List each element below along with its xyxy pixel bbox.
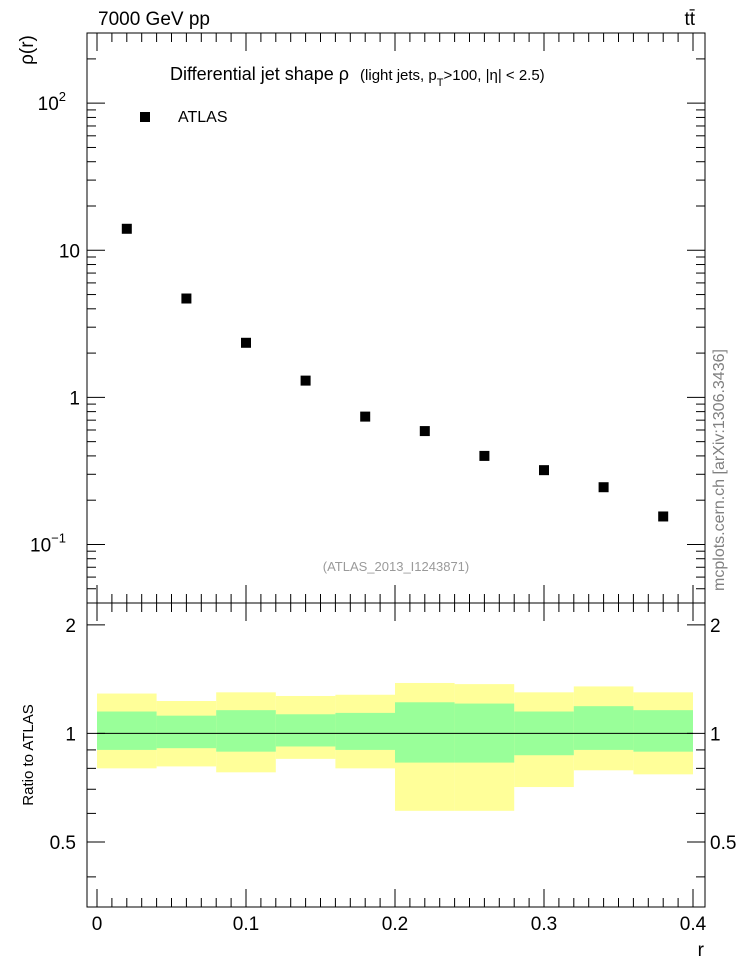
main-x-ticks (96, 33, 694, 603)
ratio-y-tick-label-right: 2 (710, 616, 721, 637)
ratio-y-tick-label: 0.5 (50, 833, 76, 854)
plot-title: Differential jet shape ρ (light jets, pT… (170, 64, 545, 89)
band-inner (335, 712, 395, 750)
data-point (598, 482, 609, 493)
data-point (419, 426, 430, 437)
data-point (121, 223, 132, 234)
main-y-tick-label: 102 (38, 89, 66, 115)
analysis-reference: (ATLAS_2013_I1243871) (323, 559, 469, 574)
data-point (181, 293, 192, 304)
energy-label: 7000 GeV pp (98, 9, 210, 30)
ratio-y-tick-label-right: 0.5 (710, 833, 736, 854)
x-tick-label: 0.2 (382, 914, 408, 935)
band-inner (275, 714, 336, 747)
title-cut-b: >100, |η| < 2.5) (443, 67, 544, 84)
side-label: mcplots.cern.ch [arXiv:1306.3436] (711, 349, 728, 591)
data-point (539, 465, 549, 476)
ratio-bands (97, 682, 693, 811)
band-inner (573, 706, 634, 750)
x-tick-label: 0.4 (680, 914, 707, 935)
band-inner (97, 711, 157, 750)
main-y-ticks (87, 32, 705, 604)
ratio-y-axis-label: Ratio to ATLAS (20, 704, 37, 805)
data-point (300, 375, 311, 386)
x-tick-label: 0 (92, 914, 103, 935)
ratio-y-tick-labels: 0.5 0.5 1 1 2 2 (50, 616, 737, 854)
x-tick-label: 0.1 (233, 914, 259, 935)
main-y-tick-label: 10 (59, 241, 80, 262)
ratio-y-tick-label-right: 1 (710, 724, 721, 745)
legend-marker (140, 112, 150, 122)
ratio-plot: 0.5 0.51 12 2 0 0.1 0.2 0.3 0.4 Ratio to ATLAS … (20, 602, 737, 961)
main-y-axis-label: ρ(r) (17, 35, 38, 65)
ratio-y-tick-label: 2 (65, 616, 76, 637)
x-tick-label: 0.3 (531, 914, 557, 935)
data-point (360, 411, 371, 422)
process-label: tt̄ (684, 9, 695, 30)
ratio-x-tick-labels: 0 0.1 0.2 0.3 0.4 (92, 914, 707, 935)
legend-label: ATLAS (178, 109, 228, 126)
main-y-tick-label: 10−1 (30, 530, 66, 556)
band-inner (156, 715, 217, 749)
band-inner (633, 710, 693, 752)
data-point (241, 337, 251, 348)
band-inner (216, 710, 276, 752)
title-main: Differential jet shape ρ (170, 64, 349, 84)
main-y-tick-labels: 102 10 1 10−1 (30, 89, 80, 556)
ratio-y-ticks (87, 624, 705, 878)
x-axis-label: r (698, 940, 705, 961)
data-point (479, 450, 490, 461)
data-points (121, 223, 669, 522)
band-inner (395, 702, 455, 763)
ratio-plot-frame (86, 602, 706, 908)
main-y-tick-label: 1 (69, 388, 80, 409)
ratio-x-ticks (96, 603, 694, 907)
title-cut-a: (light jets, p (360, 67, 437, 84)
main-plot: 102 10 1 10−1 Differential jet shape ρ (lig… (17, 32, 706, 604)
title-cut-sub: T (437, 77, 444, 89)
ratio-y-tick-label: 1 (65, 724, 76, 745)
data-point (658, 511, 669, 522)
